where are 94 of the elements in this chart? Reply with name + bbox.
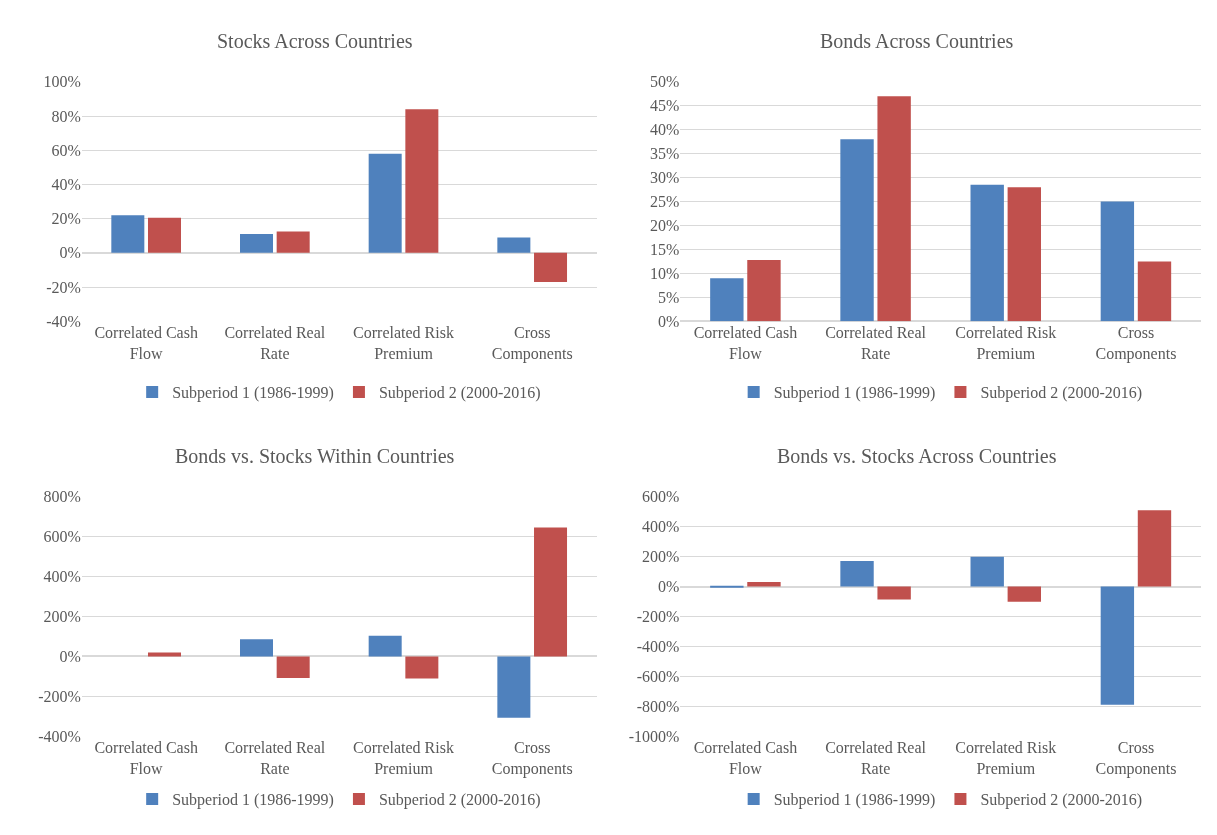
y-tick-label: 0% [657,312,680,330]
x-tick-label: Cross Components [1095,324,1177,364]
y-tick-label: -600% [636,667,680,685]
x-tick-label: Cross Components [1095,739,1177,778]
legend-label: Subperiod 2 (2000-2016) [980,384,1143,403]
bar [276,656,310,678]
x-tick-label: Cross Components [491,739,573,778]
x-tick-label: Correlated Real Rate [224,324,326,363]
bar [276,231,310,253]
x-tick-label: Correlated Real Rate [224,739,326,777]
y-tick-label: 600% [641,488,680,506]
y-tick-label: -200% [636,608,680,626]
y-tick-label: 25% [649,193,680,211]
y-tick-label: 60% [51,141,81,159]
bar [877,96,911,322]
bar [1100,586,1135,705]
x-tick-label: Correlated Risk Premium [955,324,1057,363]
x-tick-label: Correlated Cash Flow [693,739,798,777]
chart-title: Bonds Across Countries [820,30,1014,52]
bar [747,259,781,322]
bar [368,153,402,253]
bar [405,109,439,253]
bar [1137,510,1172,587]
x-tick-label: Correlated Risk Premium [353,324,454,363]
bar [147,652,181,657]
y-tick-label: 45% [649,97,680,115]
y-tick-label: -40% [46,312,81,330]
y-tick-label: 100% [43,73,81,91]
y-tick-label: 50% [649,73,680,91]
bar [1007,187,1041,322]
y-tick-label: -800% [636,697,680,715]
x-tick-label: Correlated Real Rate [825,739,927,777]
bar [970,184,1004,322]
y-tick-label: -400% [38,727,81,745]
y-tick-label: 20% [51,210,81,228]
y-tick-label: 0% [59,244,81,262]
bar [1100,201,1135,322]
legend-label: Subperiod 2 (2000-2016) [378,384,541,403]
bar [840,139,874,322]
x-tick-label: Correlated Cash Flow [94,324,198,363]
bar [710,278,744,322]
y-tick-label: 400% [641,518,680,536]
y-tick-label: 400% [43,568,81,586]
bar [970,556,1004,587]
y-tick-label: 30% [649,169,680,187]
bar [405,656,439,679]
y-tick-label: -400% [636,638,680,656]
bar [534,252,568,282]
bar [497,656,531,718]
y-tick-label: 0% [59,648,81,665]
y-tick-label: 5% [657,288,680,306]
y-tick-label: 15% [649,241,680,259]
bar [1137,261,1172,322]
x-tick-label: Correlated Real Rate [825,324,927,363]
legend-label: Subperiod 1 (1986-1999) [773,791,936,810]
x-tick-label: Correlated Cash Flow [693,324,798,363]
x-tick-label: Correlated Risk Premium [955,739,1057,777]
legend-label: Subperiod 1 (1986-1999) [172,384,334,403]
y-tick-label: 0% [657,578,680,596]
y-tick-label: 200% [641,548,680,566]
bar [147,217,181,253]
y-tick-label: -1000% [628,727,680,745]
y-tick-label: -200% [38,687,81,705]
x-tick-label: Correlated Risk Premium [353,739,454,777]
chart-title: Stocks Across Countries [217,30,413,52]
bar [747,581,781,587]
bar [710,585,744,588]
y-tick-label: 20% [649,217,680,235]
bar [877,586,911,600]
bar [111,215,145,253]
y-tick-label: 800% [43,488,81,506]
y-tick-label: 40% [51,176,81,194]
bar [840,560,874,587]
y-tick-label: 600% [43,528,81,546]
chart-title: Bonds vs. Stocks Across Countries [777,445,1057,467]
x-tick-label: Cross Components [491,324,573,364]
bar [497,237,531,253]
legend-label: Subperiod 1 (1986-1999) [773,384,936,403]
bar [240,234,273,253]
legend-label: Subperiod 1 (1986-1999) [172,791,334,810]
y-tick-label: 80% [51,107,81,125]
legend-label: Subperiod 2 (2000-2016) [378,791,541,810]
bar [240,639,273,657]
bar [534,527,568,657]
legend-label: Subperiod 2 (2000-2016) [980,791,1143,810]
y-tick-label: 40% [649,121,680,139]
bar [1007,586,1041,602]
x-tick-label: Correlated Cash Flow [94,739,198,777]
y-tick-label: 200% [43,608,81,626]
y-tick-label: 35% [649,145,680,163]
y-tick-label: -20% [46,278,81,296]
chart-title: Bonds vs. Stocks Within Countries [175,445,455,467]
y-tick-label: 10% [649,264,680,282]
bar [368,635,402,657]
